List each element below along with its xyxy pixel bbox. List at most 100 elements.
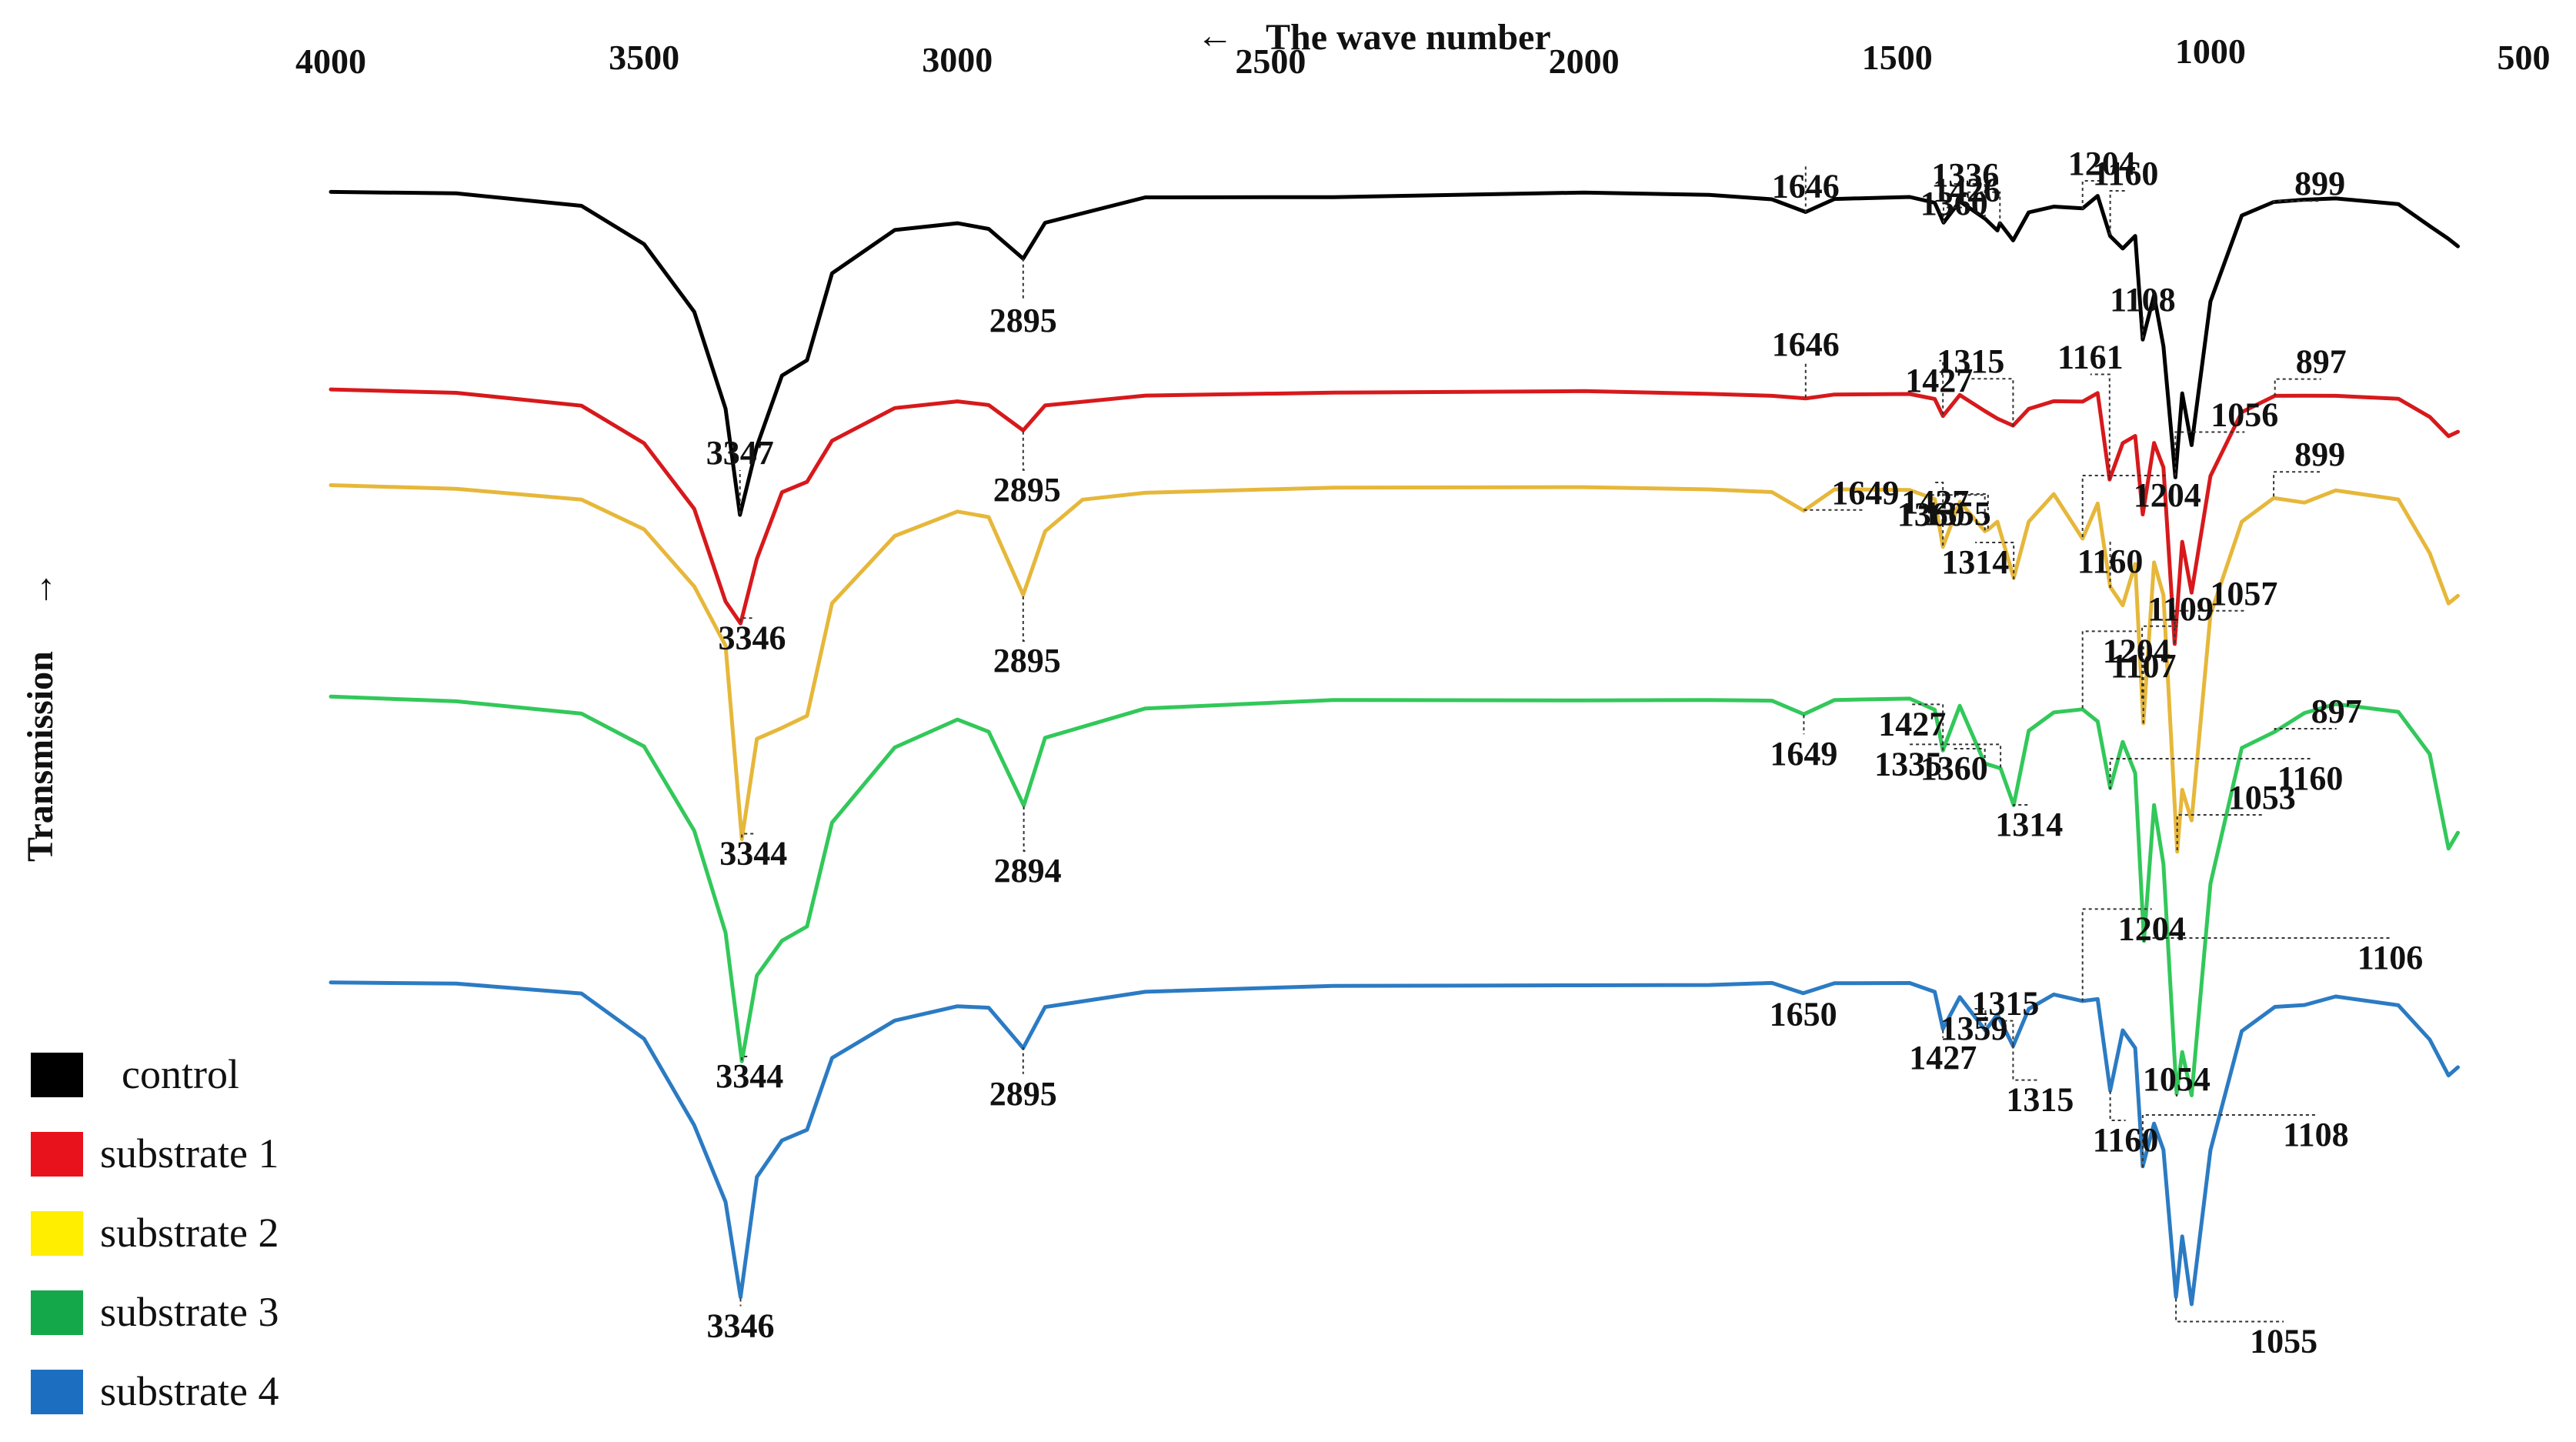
- legend-swatch: [31, 1370, 83, 1414]
- legend: control substrate 1 substrate 2 substrate 3…: [31, 1051, 279, 1414]
- peak-leader-line: [2143, 937, 2391, 942]
- peak-label: 1335: [1874, 745, 1942, 783]
- legend-label: substrate 1: [100, 1130, 279, 1177]
- spectrum-trace-control: [329, 189, 2460, 517]
- peak-leader-line: [2013, 804, 2030, 806]
- peak-label: 1160: [2277, 759, 2344, 797]
- peak-label: 1427: [1909, 1039, 1977, 1076]
- peak-leader-line: [2081, 475, 2167, 537]
- peak-leader-line: [1022, 596, 1027, 642]
- x-tick-label: 1000: [2175, 32, 2246, 71]
- peak-leader-line: [2109, 758, 2311, 789]
- peak-label: 3346: [719, 619, 786, 656]
- peak-label: 1315: [1937, 342, 2004, 380]
- spectra-traces: [329, 189, 2460, 1307]
- peak-leader-line: [1965, 191, 2001, 225]
- legend-label: substrate 3: [100, 1289, 279, 1335]
- peak-label: 2895: [993, 471, 1061, 509]
- ylabel-arrow: →: [20, 571, 61, 608]
- peak-label: 1106: [2357, 939, 2424, 976]
- spectrum-trace-substrate-4: [329, 980, 2460, 1307]
- legend-label: control: [122, 1051, 239, 1097]
- peak-leader-line: [1022, 431, 1027, 471]
- peak-label: 1160: [2093, 1121, 2159, 1159]
- peak-label: 3344: [716, 1057, 783, 1095]
- peak-label: 897: [2311, 693, 2362, 730]
- peak-leader-line: [2174, 609, 2244, 643]
- x-tick-label: 2500: [1235, 42, 1306, 81]
- peak-label: 1314: [1941, 543, 2009, 581]
- peak-leader-line: [2175, 1298, 2284, 1323]
- x-tick-label: 2000: [1549, 42, 1620, 81]
- peak-label: 1108: [2110, 281, 2176, 319]
- peak-label: 1649: [1831, 474, 1899, 512]
- peak-label: 2895: [993, 642, 1061, 679]
- x-tick-label: 500: [2498, 38, 2551, 77]
- x-tick-label: 1500: [1862, 38, 1933, 77]
- chart-title: ← The wave number: [1196, 15, 1551, 58]
- legend-swatch: [31, 1290, 83, 1335]
- title-arrow: ←: [1196, 15, 1233, 56]
- peak-label: 1427: [1878, 705, 1946, 743]
- spectrum-trace-substrate-1: [329, 387, 2460, 646]
- peak-label: 1204: [2103, 632, 2171, 669]
- peak-leader-line: [2174, 431, 2245, 476]
- legend-label: substrate 4: [100, 1368, 279, 1414]
- peak-label: 1056: [2211, 396, 2278, 434]
- peak-leader-line: [2109, 1091, 2126, 1121]
- peak-leader-line: [2090, 373, 2111, 480]
- peak-leader-line: [741, 833, 754, 838]
- peak-leader-line: [2005, 1020, 2014, 1046]
- peak-leader-line: [2274, 728, 2337, 730]
- peak-label: 897: [2296, 343, 2347, 381]
- title-text: The wave number: [1266, 17, 1551, 58]
- peak-label: 1314: [1995, 806, 2063, 843]
- peak-label: 1426: [1933, 172, 2000, 209]
- peak-label: 2894: [994, 852, 1062, 890]
- peak-label: 1360: [1920, 185, 1988, 222]
- legend-swatch: [31, 1132, 83, 1177]
- peak-leader-line: [2141, 1114, 2316, 1167]
- spectrum-trace-substrate-3: [329, 694, 2460, 1097]
- x-axis-ticks: 4000 3500 3000 2500 2000 1500 1000 500: [295, 32, 2551, 81]
- peak-label: 1315: [1971, 985, 2039, 1023]
- peak-label: 1315: [2006, 1081, 2074, 1119]
- peak-leader-line: [1939, 359, 1944, 415]
- peak-leader-line: [739, 617, 752, 623]
- peak-label: 1107: [2111, 647, 2177, 685]
- peak-label: 1427: [1905, 362, 1973, 399]
- peak-label: 899: [2294, 165, 2345, 202]
- peak-leader-line: [1935, 482, 1944, 546]
- peak-leader-line: [1943, 206, 1967, 223]
- peak-label: 1054: [2143, 1060, 2211, 1098]
- ylabel-text: Transmission: [20, 651, 61, 862]
- peak-leader-lines: [739, 166, 2391, 1323]
- peak-leader-line: [2081, 908, 2152, 1002]
- peak-label: 1160: [2077, 542, 2144, 580]
- peak-label: 1204: [2134, 476, 2201, 514]
- peak-label: 1204: [2068, 145, 2136, 182]
- peak-label: 2895: [989, 1075, 1057, 1113]
- x-tick-label: 4000: [295, 42, 366, 81]
- legend-label: substrate 2: [100, 1210, 279, 1256]
- peak-label: 1108: [2283, 1116, 2349, 1153]
- peak-label: 3347: [706, 434, 774, 472]
- peak-label: 1646: [1772, 167, 1840, 205]
- peak-label: 3344: [719, 835, 787, 873]
- peak-leader-line: [2274, 378, 2321, 396]
- peak-label: 1160: [2093, 155, 2159, 192]
- peak-leader-line: [741, 1056, 750, 1060]
- peak-label: 1360: [1920, 749, 1988, 787]
- peak-leader-line: [1023, 806, 1028, 852]
- peak-leader-line: [1974, 1008, 1987, 1032]
- peak-label: 1650: [1770, 996, 1837, 1033]
- peak-label: 899: [2294, 436, 2345, 473]
- peak-leader-line: [1912, 703, 1944, 751]
- peak-label: 3346: [707, 1307, 775, 1345]
- legend-swatch: [31, 1053, 83, 1097]
- x-tick-label: 3000: [922, 40, 993, 79]
- peak-label: 2895: [989, 302, 1057, 339]
- peak-leader-line: [1954, 183, 1986, 218]
- peak-leader-line: [2273, 200, 2321, 203]
